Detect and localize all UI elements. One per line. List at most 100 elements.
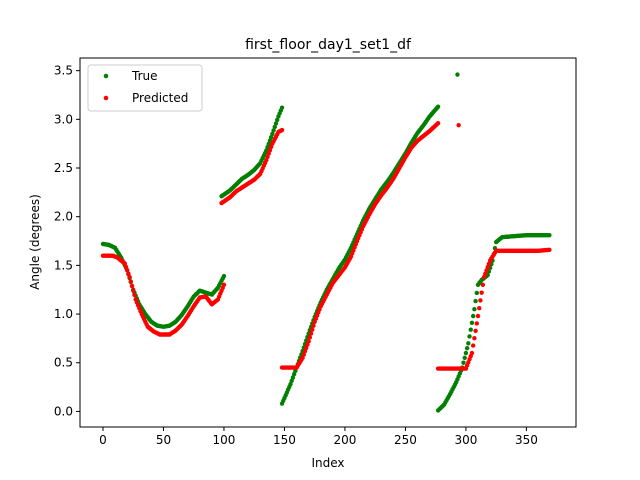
x-tick-label: 300 [454,433,477,447]
predicted-point [478,298,483,303]
y-tick-label: 1.5 [54,258,73,272]
y-tick-label: 2.5 [54,161,73,175]
true-point [455,72,460,77]
true-point [466,341,471,346]
predicted-point [479,290,484,295]
predicted-point [264,158,269,163]
true-point [266,141,271,147]
true-point [265,144,270,150]
true-point [472,306,477,312]
legend-true-label: True [131,69,158,83]
predicted-point [311,323,316,328]
predicted-point [301,352,306,357]
y-axis-label: Angle (degrees) [28,194,42,290]
predicted-point [302,349,308,354]
true-point [293,368,298,374]
predicted-point [310,327,315,332]
x-tick-label: 150 [273,433,296,447]
predicted-point [475,313,481,319]
predicted-point [456,122,461,128]
true-point [274,117,280,123]
predicted-point [122,261,127,266]
predicted-point [474,321,479,326]
true-point [473,298,478,304]
predicted-point [472,336,477,341]
predicted-point [480,282,486,288]
predicted-point [300,355,305,361]
predicted-point [221,282,227,288]
x-tick-label: 250 [394,433,417,447]
predicted-point [473,328,478,334]
y-tick-label: 3.5 [54,64,73,78]
predicted-point [265,154,270,160]
legend: True Predicted [87,64,203,112]
x-axis: 0 50 100 150 200 250 300 350 [99,427,538,447]
true-point [272,124,277,130]
predicted-point [279,127,285,133]
x-tick-label: 50 [156,433,171,447]
y-tick-label: 0.5 [54,356,73,370]
x-tick-label: 350 [515,433,538,447]
predicted-point [470,343,476,348]
true-point [470,313,476,319]
true-point [279,105,285,110]
true-point [463,350,469,356]
predicted-point [305,342,310,347]
true-point [221,273,227,279]
x-tick-label: 0 [99,433,107,447]
predicted-point [483,271,488,276]
predicted-point [129,283,135,289]
predicted-point [268,144,274,150]
true-point [264,148,269,153]
true-point [290,375,296,380]
y-tick-label: 3.0 [54,112,73,126]
legend-predicted-marker [103,95,109,101]
legend-true-marker [103,73,109,79]
y-tick-label: 1.0 [54,307,73,321]
predicted-point [131,288,136,293]
predicted-point [124,268,130,273]
predicted-point [469,350,475,356]
predicted-point [267,148,273,153]
true-point [547,233,552,238]
true-point [464,345,470,351]
predicted-point [127,274,132,280]
true-point [474,290,479,296]
y-tick-label: 2.0 [54,210,73,224]
predicted-point [128,279,134,284]
predicted-point [308,331,314,336]
true-point [469,320,475,326]
true-point [467,334,472,339]
predicted-point [306,339,311,344]
true-point [468,327,473,332]
predicted-point [477,306,482,311]
true-point [271,128,276,133]
chart-title: first_floor_day1_set1_df [245,37,412,53]
predicted-point [484,268,489,273]
true-point [268,135,274,140]
y-axis: 0.0 0.5 1.0 1.5 2.0 2.5 3.0 3.5 [54,64,80,418]
true-point [289,378,294,384]
predicted-point [435,121,441,126]
true-point [435,104,441,109]
plot-area [80,58,576,427]
predicted-point [266,151,271,156]
legend-box [87,64,203,112]
predicted-point [547,247,552,252]
predicted-point [126,271,131,276]
true-point [461,360,466,365]
predicted-point [123,264,129,270]
true-point [267,138,273,143]
predicted-point [485,264,490,270]
true-point [462,355,467,361]
true-point [273,121,279,126]
predicted-point [307,335,313,340]
true-point [270,131,275,137]
true-point [291,372,297,377]
true-point [288,381,293,387]
axes-frame [79,57,577,428]
data-points [100,72,552,413]
x-tick-label: 100 [213,433,236,447]
x-tick-label: 200 [333,433,356,447]
